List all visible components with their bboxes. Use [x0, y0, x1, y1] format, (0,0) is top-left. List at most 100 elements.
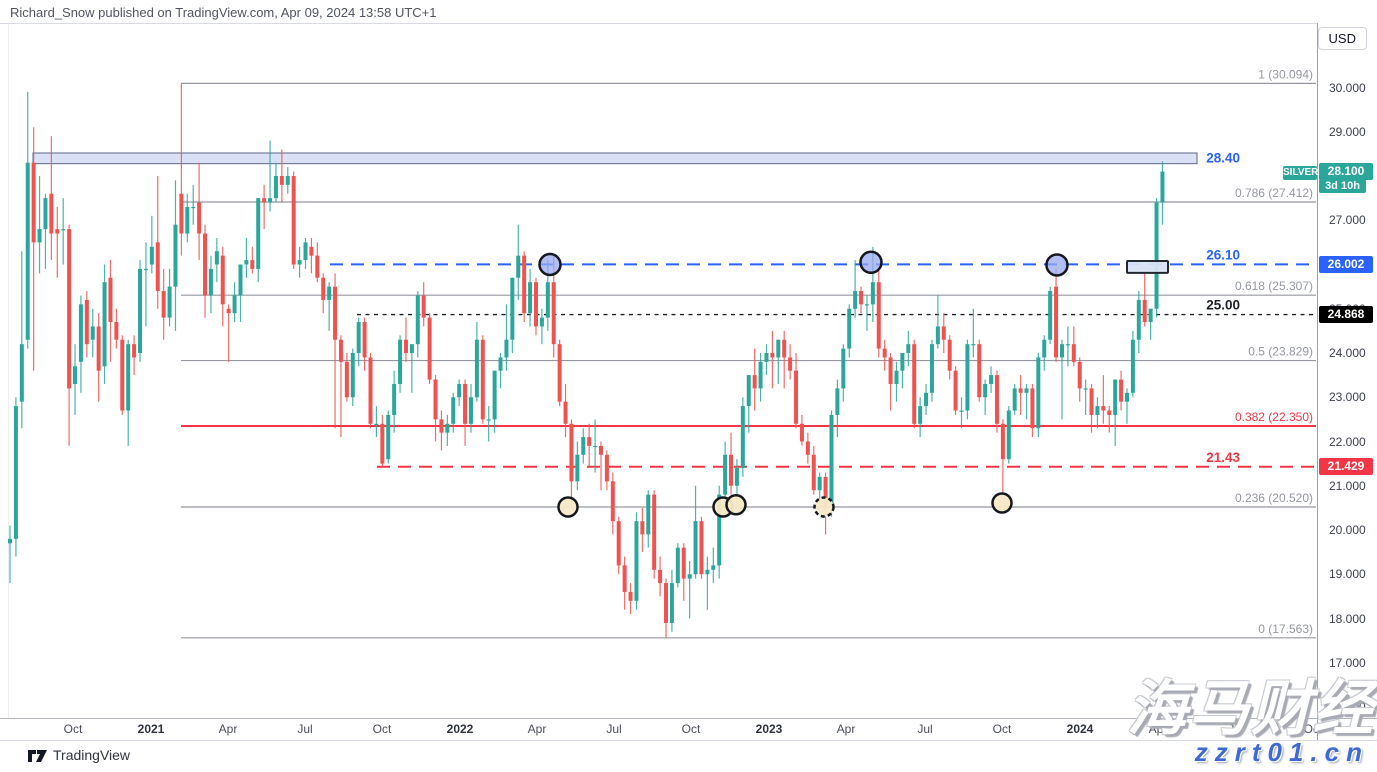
candle-body [427, 317, 432, 380]
candle-body [1036, 357, 1041, 429]
time-tick-Apr: Apr [218, 722, 238, 736]
candle-body [374, 423, 379, 425]
price-tick-22.000: 22.000 [1329, 434, 1366, 449]
fib-label: 0.236 (20.520) [1235, 491, 1313, 505]
candle-body [853, 291, 858, 309]
candle-body [947, 339, 952, 371]
candle-body [380, 423, 385, 464]
candle-body [262, 198, 267, 203]
candle-body [273, 176, 278, 199]
candle-body [699, 521, 704, 575]
candle-body [516, 255, 521, 278]
candle-body [445, 423, 450, 433]
candle-body [315, 255, 320, 278]
candle-body [788, 357, 793, 371]
candle-body [1030, 388, 1035, 429]
candle-body [794, 370, 799, 424]
candle-body [705, 569, 710, 575]
resistance-zone-28.40[interactable] [32, 152, 1198, 165]
candle-body [959, 410, 964, 412]
candle-body [220, 255, 225, 305]
level-touch-circle-cream[interactable] [557, 496, 579, 518]
candle-body [362, 322, 367, 358]
candle-body [864, 304, 869, 306]
candle-body [398, 339, 403, 384]
candle-body [386, 414, 391, 460]
candle-body [1006, 410, 1011, 460]
level-touch-circle-blue[interactable] [538, 252, 562, 277]
candle-body [882, 348, 887, 358]
time-tick-Jul: Jul [297, 722, 313, 736]
candle-body [823, 476, 828, 508]
level-touch-circle-cream[interactable] [725, 494, 747, 516]
candle-body [321, 277, 326, 300]
candle-body [652, 494, 657, 570]
candle-body [185, 206, 190, 234]
candle-body [232, 295, 237, 314]
price-tick-18.000: 18.000 [1329, 611, 1366, 626]
candle-body [782, 339, 787, 358]
time-scale[interactable]: Oct 2021 Apr Jul Oct 2022 Apr Jul Oct 2023 Apr Jul O… [0, 719, 1377, 740]
candle-body [84, 299, 89, 345]
candle-body [983, 383, 988, 398]
header-divider [0, 23, 1318, 24]
currency-toggle-button[interactable]: USD [1317, 27, 1367, 50]
candle-body [37, 229, 42, 243]
candle-body [545, 282, 550, 318]
candle-body [1042, 339, 1047, 358]
candle-body [628, 591, 633, 601]
time-tick-Apr: Apr [1148, 722, 1168, 736]
candle-body [31, 162, 36, 243]
price-tick-29.000: 29.000 [1329, 124, 1366, 139]
candle-body [350, 353, 355, 398]
level-label-26.10: 26.10 [1206, 247, 1240, 262]
candle-body [344, 361, 349, 398]
fib-label: 0.5 (23.829) [1248, 345, 1313, 359]
level-touch-circle-cream[interactable] [813, 496, 835, 518]
level-label-25.00: 25.00 [1206, 298, 1240, 313]
candle-body [1107, 410, 1112, 415]
level-touch-circle-cream[interactable] [991, 492, 1013, 514]
level-touch-circle-blue[interactable] [1045, 253, 1069, 277]
candle-body [616, 521, 621, 566]
fib-label: 1 (30.094) [1258, 67, 1313, 81]
level-label-21.43: 21.43 [1206, 450, 1240, 465]
candle-body [338, 339, 343, 362]
candle-body [55, 229, 60, 234]
candle-body [764, 353, 769, 362]
candle-body [480, 339, 485, 420]
level-touch-circle-blue[interactable] [859, 250, 883, 275]
candle-body [1089, 388, 1094, 415]
candle-body [752, 375, 757, 389]
price-tick-17.000: 17.000 [1329, 655, 1366, 670]
fib-label: 0.382 (22.350) [1235, 410, 1313, 424]
candle-body [829, 414, 834, 508]
price-tick-20.000: 20.000 [1329, 523, 1366, 537]
price-badge-26.002: 26.002 [1319, 255, 1373, 273]
candle-body [528, 282, 533, 314]
candle-body [415, 295, 420, 345]
candle-body [244, 260, 249, 265]
candle-body [563, 401, 568, 424]
symbol-label-chip: SILVER [1283, 166, 1319, 180]
candle-body [13, 406, 18, 539]
candle-body [669, 583, 674, 623]
candle-body [994, 375, 999, 424]
candle-body [740, 406, 745, 469]
time-tick-Jul: Jul [606, 722, 622, 736]
candle-body [1077, 361, 1082, 389]
candle-body [492, 370, 497, 420]
candle-body [935, 326, 940, 345]
candle-body [486, 419, 491, 421]
time-tick-Oct: Oct [63, 722, 83, 736]
price-scale-border [1317, 23, 1318, 740]
tradingview-logo-link[interactable]: TradingView [28, 747, 130, 763]
breakout-box-annotation[interactable] [1126, 259, 1169, 274]
candle-body [126, 344, 131, 411]
publisher-attribution: Richard_Snow published on TradingView.co… [10, 5, 437, 20]
price-scale[interactable]: 30.00029.00027.00025.00024.00023.00022.0… [1318, 23, 1377, 718]
candle-body [1018, 388, 1023, 393]
tradingview-logo-text: TradingView [53, 747, 131, 763]
candle-body [894, 370, 899, 384]
